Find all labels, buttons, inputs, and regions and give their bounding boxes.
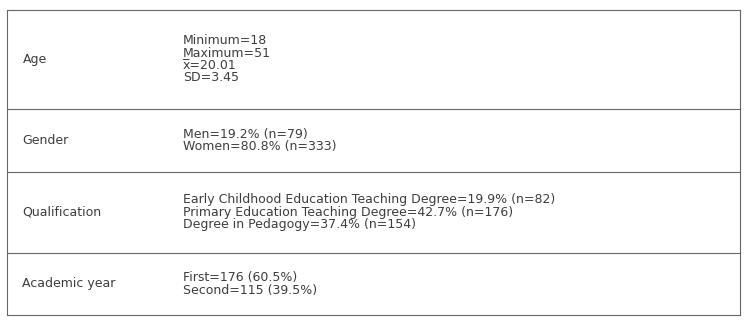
Text: Minimum=18: Minimum=18 xyxy=(183,34,267,47)
Text: Men=19.2% (n=79): Men=19.2% (n=79) xyxy=(183,128,308,141)
Text: x̅=20.01: x̅=20.01 xyxy=(183,59,237,72)
Text: Gender: Gender xyxy=(22,134,69,147)
Text: Primary Education Teaching Degree=42.7% (n=176): Primary Education Teaching Degree=42.7% … xyxy=(183,206,513,219)
Text: Maximum=51: Maximum=51 xyxy=(183,47,271,60)
Text: Academic year: Academic year xyxy=(22,278,116,291)
Text: Women=80.8% (n=333): Women=80.8% (n=333) xyxy=(183,140,336,153)
Text: Degree in Pedagogy=37.4% (n=154): Degree in Pedagogy=37.4% (n=154) xyxy=(183,218,416,231)
Text: Early Childhood Education Teaching Degree=19.9% (n=82): Early Childhood Education Teaching Degre… xyxy=(183,193,555,206)
Text: SD=3.45: SD=3.45 xyxy=(183,72,239,84)
Text: Second=115 (39.5%): Second=115 (39.5%) xyxy=(183,284,317,297)
Text: Qualification: Qualification xyxy=(22,206,102,219)
Text: Age: Age xyxy=(22,53,46,66)
Text: First=176 (60.5%): First=176 (60.5%) xyxy=(183,271,297,284)
